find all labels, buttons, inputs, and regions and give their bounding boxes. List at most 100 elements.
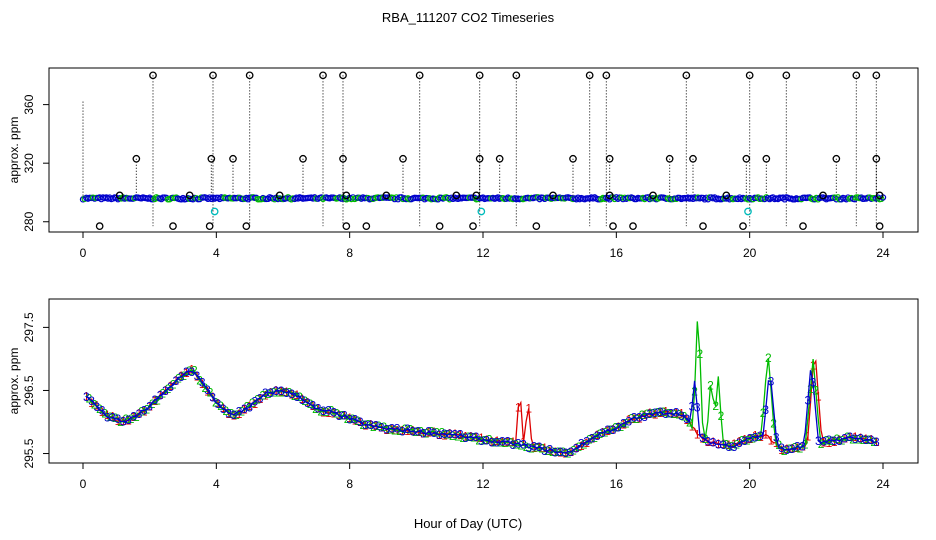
series-3-marker: 3 [631, 410, 638, 424]
top-x-tick-label: 8 [346, 246, 353, 260]
series-3-marker: 3 [88, 394, 95, 408]
series-3-marker: 3 [267, 386, 274, 400]
series-3-marker: 3 [367, 418, 374, 432]
series-3-marker: 3 [815, 434, 822, 448]
series-3-marker: 3 [173, 374, 180, 388]
series-2-marker: 2 [549, 445, 556, 459]
bottom-y-tick-label: 297.5 [22, 312, 36, 342]
series-1-marker: 1 [541, 441, 548, 455]
high-outlier-point [872, 71, 881, 80]
series-2-marker: 2 [196, 373, 203, 387]
series-3-marker: 3 [278, 384, 285, 398]
top-panel-axes: 0 4 8 12 16 20 24 280 320 360 [22, 94, 890, 260]
high-outlier-point [415, 71, 424, 80]
series-1-marker: 1 [141, 404, 148, 418]
series-2-marker: 2 [317, 404, 324, 418]
series-3-marker: 3 [288, 387, 295, 401]
x-axis-label: Hour of Day (UTC) [414, 516, 522, 531]
series-2-marker: 2 [833, 432, 840, 446]
series-3-marker: 3 [188, 365, 195, 379]
series-2-marker: 2 [122, 412, 129, 426]
series-3-marker: 3 [162, 384, 169, 398]
series-3-marker: 3 [230, 408, 237, 422]
series-3-marker: 3 [315, 401, 322, 415]
series-3-marker: 3 [125, 413, 132, 427]
series-2-marker: 2 [338, 408, 345, 422]
series-2-marker: 2 [433, 425, 440, 439]
high-outlier-point [602, 71, 611, 80]
series-2-marker: 2 [154, 393, 161, 407]
series-1-marker: 1 [109, 410, 116, 424]
series-2-marker: 2 [707, 378, 714, 392]
series-2-marker: 2 [791, 441, 798, 455]
mid-outlier-point [689, 154, 697, 163]
series-3-marker: 3 [820, 434, 827, 448]
series-3-marker: 3 [499, 435, 506, 449]
series-3-marker: 3 [610, 423, 617, 437]
series-3-marker: 3 [483, 433, 490, 447]
series-2-marker: 2 [223, 404, 230, 418]
bottom-panel-ylabel: approx. ppm [7, 348, 21, 415]
series-3-marker: 3 [868, 433, 875, 447]
series-1-marker: 1 [662, 405, 669, 419]
series-2-marker: 2 [201, 381, 208, 395]
series-2-marker: 2 [233, 408, 240, 422]
series-3-marker: 3 [199, 376, 206, 390]
cyan-point [744, 207, 752, 216]
series-2-marker: 2 [407, 423, 414, 437]
bottom-x-tick-label: 4 [213, 477, 220, 491]
bottom-x-tick-label: 0 [80, 477, 87, 491]
series-1-marker: 1 [652, 408, 659, 422]
high-outlier-point [512, 71, 521, 80]
series-2-marker: 2 [386, 422, 393, 436]
low-outlier-point [609, 222, 617, 230]
series-3-marker: 3 [736, 436, 743, 450]
series-3-marker: 3 [446, 427, 453, 441]
series-1-marker: 1 [510, 435, 517, 449]
series-2-marker: 2 [302, 394, 309, 408]
series-2-marker: 2 [860, 433, 867, 447]
series-3-marker: 3 [220, 402, 227, 416]
series-3-marker: 3 [99, 404, 106, 418]
series-1-marker: 1 [852, 430, 859, 444]
series-1-marker: 1 [768, 434, 775, 448]
series-3-marker: 3 [252, 395, 259, 409]
series-2-marker: 2 [739, 434, 746, 448]
series-2-marker: 2 [523, 440, 530, 454]
bottom-y-tick-label: 296.5 [22, 375, 36, 405]
series-3-marker: 3 [462, 431, 469, 445]
bottom-x-tick-label: 12 [476, 477, 490, 491]
series-2-marker: 2 [491, 435, 498, 449]
top-x-tick-label: 16 [610, 246, 624, 260]
series-3-marker: 3 [352, 413, 359, 427]
high-outlier-point [745, 71, 754, 80]
series-3-marker: 3 [852, 432, 859, 446]
series-3-marker: 3 [346, 413, 353, 427]
series-1-marker: 1 [394, 424, 401, 438]
series-3-marker: 3 [862, 433, 869, 447]
series-1-marker: 1 [641, 408, 648, 422]
high-outlier-point [682, 71, 691, 80]
series-3-marker: 3 [715, 437, 722, 451]
small-outlier-point [185, 191, 194, 200]
series-2-marker: 2 [807, 382, 814, 396]
series-2-marker: 2 [633, 412, 640, 426]
small-outlier-point [275, 191, 284, 200]
series-2-marker: 2 [165, 382, 172, 396]
series-3-marker: 3 [341, 408, 348, 422]
low-outlier-point [342, 222, 351, 230]
top-x-tick-label: 24 [876, 246, 890, 260]
small-outlier-point [549, 191, 557, 200]
top-x-tick-label: 4 [213, 246, 220, 260]
high-outlier-point [209, 71, 217, 80]
series-3-marker: 3 [805, 393, 812, 407]
series-3-marker: 3 [510, 438, 517, 452]
bottom-x-tick-label: 8 [346, 477, 353, 491]
series-3-marker: 3 [546, 442, 553, 456]
series-1-marker: 1 [820, 435, 827, 449]
series-2-marker: 2 [776, 438, 783, 452]
series-3-marker: 3 [636, 411, 643, 425]
series-3-marker: 3 [731, 440, 738, 454]
series-1-marker: 1 [862, 432, 869, 446]
series-3-marker: 3 [594, 429, 601, 443]
